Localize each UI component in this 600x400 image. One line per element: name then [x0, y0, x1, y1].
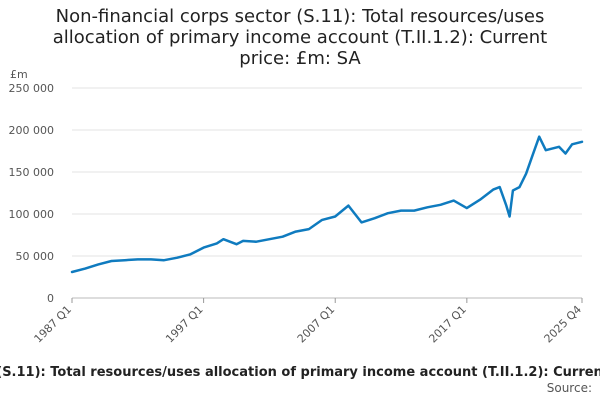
x-tick-label: 1987 Q1 — [32, 303, 75, 346]
chart-title-line: Non-financial corps sector (S.11): Total… — [55, 6, 545, 27]
y-tick-label: 150 000 — [9, 166, 55, 179]
y-tick-label: 200 000 — [9, 124, 55, 137]
x-tick-label: 2007 Q1 — [295, 303, 338, 346]
x-tick-label: 2025 Q4 — [542, 303, 585, 346]
series-layer — [70, 135, 584, 274]
x-axis: 1987 Q1 1997 Q1 2007 Q1 2017 Q1 2025 Q4 — [32, 298, 585, 346]
y-tick-label: 0 — [47, 292, 54, 305]
y-tick-label: 100 000 — [9, 208, 55, 221]
legend-label: Non-financial corps sector (S.11): Total… — [0, 365, 600, 380]
y-tick-label: 50 000 — [16, 250, 55, 263]
y-tick-label: 250 000 — [9, 82, 55, 95]
legend: Non-financial corps sector (S.11): Total… — [0, 365, 600, 380]
grid-lines — [72, 87, 582, 299]
x-tick-label: 1997 Q1 — [163, 303, 206, 346]
chart-title-line: allocation of primary income account (T.… — [52, 27, 548, 48]
y-axis-unit: £m — [10, 68, 28, 81]
chart-title-line: price: £m: SA — [239, 48, 361, 69]
chart-title: Non-financial corps sector (S.11): Total… — [20, 6, 580, 69]
series-line — [70, 135, 584, 274]
y-axis-ticks: 0 50 000 100 000 150 000 200 000 250 000 — [9, 82, 55, 305]
source-label: Source: — [546, 381, 592, 395]
x-tick-label: 2017 Q1 — [426, 303, 469, 346]
